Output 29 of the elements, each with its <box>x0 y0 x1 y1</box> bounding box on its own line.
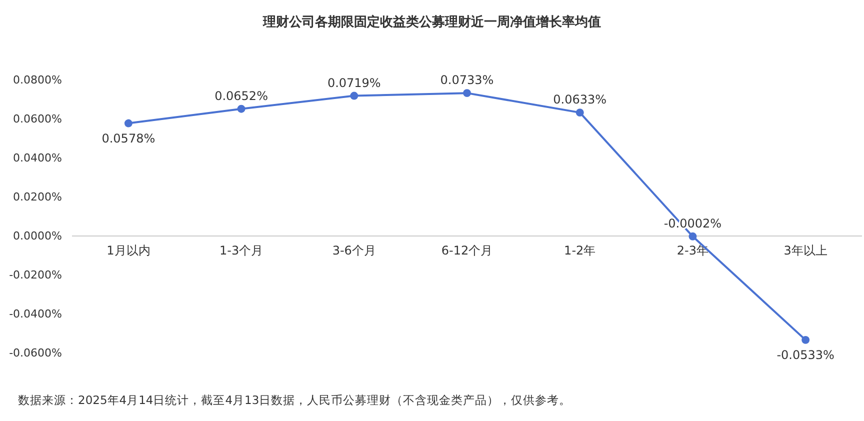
chart-title: 理财公司各期限固定收益类公募理财近一周净值增长率均值 <box>262 14 601 30</box>
x-tick-label: 1月以内 <box>106 244 150 258</box>
point <box>350 92 358 100</box>
point <box>237 104 246 113</box>
y-tick-label: 0.0000% <box>13 230 62 243</box>
point <box>463 89 471 98</box>
point <box>688 232 697 240</box>
point <box>802 336 810 344</box>
data-label: -0.0533% <box>776 348 834 362</box>
y-tick-label: 0.0200% <box>13 190 62 204</box>
data-label: 0.0652% <box>214 88 268 103</box>
x-tick-label: 1-3个月 <box>219 244 264 258</box>
y-tick-label: 0.0800% <box>13 74 62 87</box>
y-tick-label: -0.0200% <box>9 268 62 282</box>
data-label: 0.0733% <box>440 73 494 88</box>
data-label: 0.0719% <box>327 76 381 90</box>
point <box>576 108 584 117</box>
x-tick-label: 3年以上 <box>784 244 828 258</box>
y-tick-label: 0.0600% <box>13 112 62 126</box>
x-tick-label: 6-12个月 <box>441 244 493 258</box>
data-label: 0.0578% <box>102 131 156 146</box>
x-tick-label: 3-6个月 <box>332 244 376 258</box>
point <box>124 119 132 128</box>
source-note: 数据来源：2025年4月14日统计，截至4月13日数据，人民币公募理财（不含现金类产品），仅供参考。 <box>18 393 572 407</box>
y-tick-label: -0.0400% <box>9 308 62 321</box>
y-tick-label: 0.0400% <box>13 152 62 165</box>
data-label: 0.0633% <box>553 92 607 107</box>
x-tick-label: 1-2年 <box>564 244 596 258</box>
y-tick-label: -0.0600% <box>9 346 62 360</box>
